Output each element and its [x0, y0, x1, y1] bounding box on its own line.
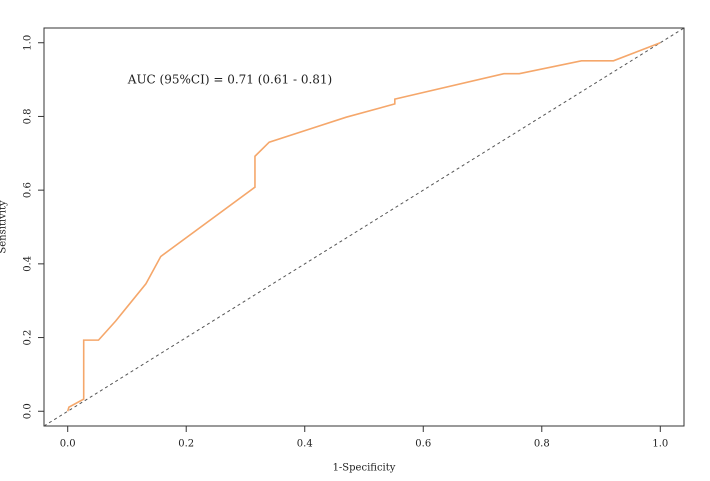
- y-tick-label: 0.8: [23, 108, 34, 124]
- y-tick-label: 0.2: [23, 330, 34, 346]
- plot-box: [43, 27, 685, 427]
- x-tick-label: 1.0: [652, 439, 668, 450]
- x-tick-label: 0.0: [60, 439, 76, 450]
- y-tick-label: 0.4: [23, 256, 34, 272]
- y-tick-label: 1.0: [23, 35, 34, 51]
- y-axis-label: Sensitivity: [0, 200, 9, 254]
- x-tick-label: 0.6: [415, 439, 431, 450]
- y-tick-label: 0.6: [23, 182, 34, 198]
- roc-curve: [66, 41, 661, 412]
- x-tick-label: 0.4: [297, 439, 313, 450]
- reference-line: [44, 28, 684, 426]
- x-axis-label: 1-Specificity: [333, 463, 396, 474]
- x-tick-label: 0.8: [534, 439, 550, 450]
- x-tick-label: 0.2: [178, 439, 194, 450]
- y-tick-label: 0.0: [23, 403, 34, 419]
- annotation: AUC (95%CI) = 0.71 (0.61 - 0.81): [127, 73, 332, 87]
